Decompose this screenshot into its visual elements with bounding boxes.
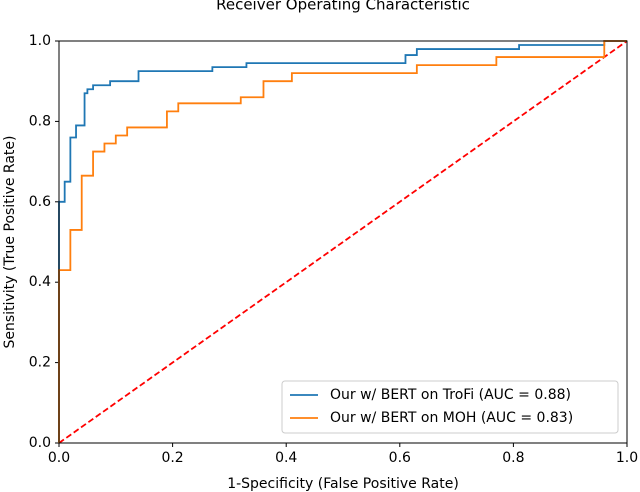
y-axis-label: Sensitivity (True Positive Rate) <box>2 136 18 349</box>
x-tick-label: 0.2 <box>161 450 183 466</box>
y-tick-label: 0.0 <box>29 435 51 451</box>
x-tick-label: 0.6 <box>389 450 411 466</box>
y-tick-label: 0.8 <box>29 113 51 129</box>
legend-box <box>281 380 619 434</box>
x-tick-label: 0.8 <box>502 450 524 466</box>
plot-frame <box>58 40 628 444</box>
x-tick-label: 1.0 <box>616 450 638 466</box>
y-tick-label: 0.6 <box>29 194 51 210</box>
legend-label: Our w/ BERT on MOH (AUC = 0.83) <box>330 410 573 426</box>
series-line <box>58 40 628 444</box>
y-tick-label: 0.4 <box>29 274 51 290</box>
series-line <box>58 40 627 443</box>
legend-label: Our w/ BERT on TroFi (AUC = 0.88) <box>330 387 571 403</box>
series-line <box>58 40 627 443</box>
x-tick-label: 0.4 <box>275 450 297 466</box>
x-axis-label: 1-Specificity (False Positive Rate) <box>227 476 459 492</box>
chart-title: Receiver Operating Characteristic <box>216 0 470 14</box>
y-tick-label: 0.2 <box>29 355 51 371</box>
y-tick-label: 1.0 <box>29 33 51 49</box>
x-tick-label: 0.0 <box>48 450 70 466</box>
